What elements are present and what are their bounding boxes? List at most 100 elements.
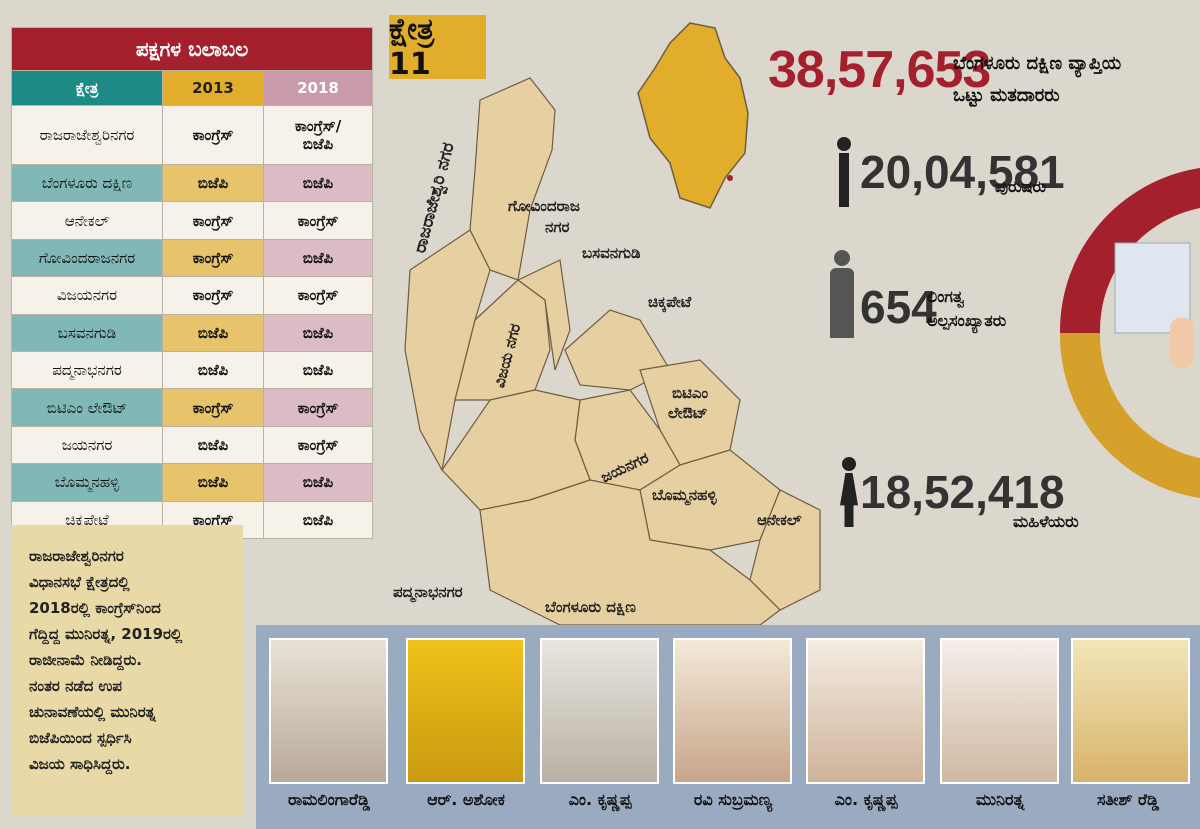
cell-constituency: ವಿಜಯನಗರ [11,276,163,315]
cell-2013: ಕಾಂಗ್ರೆಸ್ [162,105,264,165]
candidate-photo [940,638,1059,784]
map-label-padmanabhanagar: ಪದ್ಮನಾಭನಗರ [393,583,463,601]
note-line: ಬಿಜೆಪಿಯಿಂದ ಸ್ಪರ್ಧಿಸಿ [29,729,132,747]
candidate-photo [806,638,925,784]
candidate-photo [1071,638,1190,784]
col-header-2018: 2018 [263,70,373,106]
map-region-govindarajanagar [469,77,556,281]
table-row: ಬೊಮ್ಮನಹಳ್ಳಿ ಬಿಜೆಪಿ ಬಿಜೆಪಿ [11,463,373,502]
cell-2013: ಬಿಜೆಪಿ [162,425,264,465]
table-row: ಗೋವಿಂದರಾಜನಗರ ಕಾಂಗ್ರೆಸ್ ಬಿಜೆಪಿ [11,238,373,278]
male-icon [837,137,851,207]
cell-2013: ಕಾಂಗ್ರೆಸ್ [162,388,264,427]
cell-2018: ಬಿಜೆಪಿ [263,500,373,539]
cell-constituency: ಪದ್ಮನಾಭನಗರ [11,350,163,390]
cell-2018: ಕಾಂಗ್ರೆಸ್ [263,276,373,315]
constituency-map [404,77,821,626]
map-label-chickpet: ಚಿಕ್ಕಪೇಟೆ [648,293,692,311]
note-box: ರಾಜರಾಜೇಶ್ವರಿನಗರ ವಿಧಾನಸಭೆ ಕ್ಷೇತ್ರದಲ್ಲಿ 20… [11,525,243,815]
note-line: ಚುನಾವಣೆಯಲ್ಲಿ ಮುನಿರತ್ನ [29,703,156,721]
transgender-label-line-2: ಅಲ್ಪಸಂಖ್ಯಾತರು [927,311,1007,330]
note-line: ವಿಧಾನಸಭೆ ಕ್ಷೇತ್ರದಲ್ಲಿ [29,573,130,591]
total-voters: 38,57,653 [768,41,991,99]
cell-2018: ಬಿಜೆಪಿ [263,163,373,203]
table-row: ಆನೇಕಲ್ ಕಾಂಗ್ರೆಸ್ ಕಾಂಗ್ರೆಸ್ [11,201,373,240]
map-region-bengaluru-south [479,479,781,626]
state-map [637,22,749,209]
female-label: ಮಹಿಳೆಯರು [1013,512,1079,531]
col-header-constituency: ಕ್ಷೇತ್ರ [11,70,163,106]
cell-2013: ಕಾಂಗ್ರೆಸ್ [162,238,264,278]
map-label-btm: ಬಿಟಿಎಂ [672,384,709,402]
donut-segment-male [1059,168,1200,333]
candidate-name: ಎಂ. ಕೃಷ್ಣಪ್ಪ [568,790,632,809]
col-header-2013: 2013 [162,70,264,106]
voter-donut [1059,168,1200,498]
female-voters: 18,52,418 [860,466,1065,518]
candidate-photo [406,638,525,784]
transgender-icon [828,250,856,340]
constituency-badge: ಕ್ಷೇತ್ರ 11 [389,12,486,82]
male-label: ಪುರುಷರು [995,177,1047,196]
cell-2018: ಬಿಜೆಪಿ [263,238,373,278]
party-strength-table: ಪಕ್ಷಗಳ ಬಲಾಬಲ ಕ್ಷೇತ್ರ 2013 2018 ರಾಜರಾಜೇಶ್… [11,27,373,539]
total-label-line-1: ಬೆಂಗಳೂರು ದಕ್ಷಿಣ ವ್ಯಾಪ್ತಿಯ [953,53,1122,74]
transgender-label: ಲಿಂಗತ್ವ ಅಲ್ಪಸಂಖ್ಯಾತರು [927,285,1006,333]
map-label-bengaluru-south: ಬೆಂಗಳೂರು ದಕ್ಷಿಣ [545,598,636,616]
cell-2018: ಕಾಂಗ್ರೆಸ್/ ಬಿಜೆಪಿ [263,105,373,165]
male-voters: 20,04,581 [860,146,1065,198]
map-label-govindaraja: ಗೋವಿಂದರಾಜ [508,197,580,215]
note-line: 2018ರಲ್ಲಿ ಕಾಂಗ್ರೆಸ್‌ನಿಂದ [29,599,161,617]
map-region-basavanagudi [516,259,571,371]
table-row: ಜಯನಗರ ಬಿಜೆಪಿ ಕಾಂಗ್ರೆಸ್ [11,425,373,465]
cell-2018: ಬಿಜೆಪಿ [263,350,373,390]
table-title: ಪಕ್ಷಗಳ ಬಲಾಬಲ [11,27,373,71]
cell-constituency: ಬಸವನಗುಡಿ [11,313,163,352]
cell-2018: ಕಾಂಗ್ರೆಸ್ [263,425,373,465]
cell-2018: ಕಾಂಗ್ರೆಸ್ [263,388,373,427]
table-row: ವಿಜಯನಗರ ಕಾಂಗ್ರೆಸ್ ಕಾಂಗ್ರೆಸ್ [11,276,373,315]
candidate-name: ಎಂ. ಕೃಷ್ಣಪ್ಪ [834,790,898,809]
map-label-govindaraja-2: ನಗರ [545,218,570,236]
candidate-photo [540,638,659,784]
cell-2013: ಬಿಜೆಪಿ [162,313,264,352]
candidate-name: ಆರ್‌. ಅಶೋಕ [427,790,505,809]
female-icon [840,457,858,527]
note-line: ರಾಜೀನಾಮೆ ನೀಡಿದ್ದರು. [29,651,142,669]
map-regions [404,77,821,626]
note-line: ನಂತರ ನಡೆದ ಉಪ [29,677,123,695]
cell-constituency: ಜಯನಗರ [11,425,163,465]
table-row: ಬಿಟಿಎಂ ಲೇಔಟ್ ಕಾಂಗ್ರೆಸ್ ಕಾಂಗ್ರೆಸ್ [11,388,373,427]
note-line: ವಿಜಯ ಸಾಧಿಸಿದ್ದರು. [29,755,131,773]
candidate-name: ರವಿ ಸುಬ್ರಮಣ್ಯ [693,790,773,809]
table-row: ರಾಜರಾಜೇಶ್ವರಿನಗರ ಕಾಂಗ್ರೆಸ್ ಕಾಂಗ್ರೆಸ್/ ಬಿಜ… [11,105,373,165]
cell-constituency: ಬೊಮ್ಮನಹಳ್ಳಿ [11,463,163,502]
note-line: ಗೆದ್ದಿದ್ದ ಮುನಿರತ್ನ, 2019ರಲ್ಲಿ [29,625,183,643]
candidate-name: ಸತೀಶ್‌ ರೆಡ್ಡಿ [1096,790,1160,809]
cell-constituency: ಬಿಟಿಎಂ ಲೇಔಟ್ [11,388,163,427]
ballot-machine-icon [1114,242,1191,334]
map-label-bommanahalli: ಬೊಮ್ಮನಹಳ್ಳಿ [652,486,717,504]
candidate-photo [269,638,388,784]
cell-constituency: ರಾಜರಾಜೇಶ್ವರಿನಗರ [11,105,163,165]
transgender-label-line-1: ಲಿಂಗತ್ವ [927,287,965,306]
cell-2018: ಕಾಂಗ್ರೆಸ್ [263,201,373,240]
candidate-photo [673,638,792,784]
cell-constituency: ಬೆಂಗಳೂರು ದಕ್ಷಿಣ [11,163,163,203]
cell-2013: ಬಿಜೆಪಿ [162,163,264,203]
cell-2013: ಬಿಜೆಪಿ [162,350,264,390]
cell-constituency: ಆನೇಕಲ್ [11,201,163,240]
cell-2013: ಬಿಜೆಪಿ [162,463,264,502]
table-row: ಬೆಂಗಳೂರು ದಕ್ಷಿಣ ಬಿಜೆಪಿ ಬಿಜೆಪಿ [11,163,373,203]
total-label-line-2: ಒಟ್ಟು ಮತದಾರರು [953,85,1060,106]
cell-2018: ಬಿಜೆಪಿ [263,313,373,352]
donut-segment-female [1059,333,1200,498]
cell-2013: ಕಾಂಗ್ರೆಸ್ [162,276,264,315]
total-voters-label: ಬೆಂಗಳೂರು ದಕ್ಷಿಣ ವ್ಯಾಪ್ತಿಯ ಒಟ್ಟು ಮತದಾರರು [953,48,1200,112]
voting-hand-icon [1170,318,1194,368]
table-row: ಬಸವನಗುಡಿ ಬಿಜೆಪಿ ಬಿಜೆಪಿ [11,313,373,352]
candidate-name: ರಾಮಲಿಂಗಾರೆಡ್ಡಿ [288,790,370,809]
map-label-basavanagudi: ಬಸವನಗುಡಿ [582,244,641,262]
map-label-anekal: ಆನೇಕಲ್ [757,511,802,529]
cell-constituency: ಗೋವಿಂದರಾಜನಗರ [11,238,163,278]
